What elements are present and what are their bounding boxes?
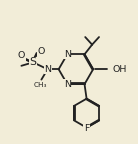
- Text: N: N: [64, 80, 71, 89]
- Text: N: N: [44, 65, 51, 74]
- Text: F: F: [84, 124, 89, 133]
- Text: S: S: [30, 57, 37, 67]
- Text: O: O: [18, 52, 25, 60]
- Text: O: O: [37, 47, 44, 56]
- Text: N: N: [64, 50, 71, 59]
- Text: CH₃: CH₃: [34, 82, 47, 88]
- Text: OH: OH: [112, 65, 127, 74]
